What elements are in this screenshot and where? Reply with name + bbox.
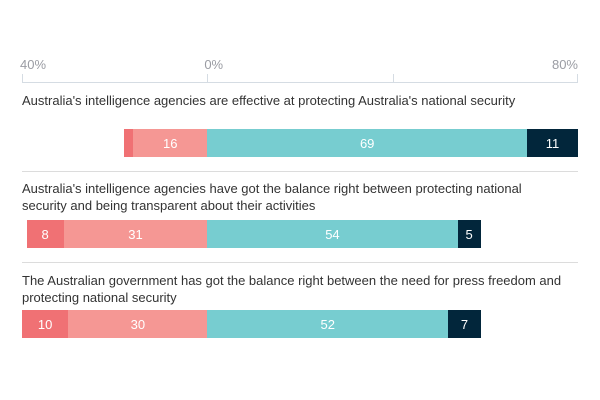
data-label: 7: [460, 316, 469, 332]
category-label: Australia's intelligence agencies have g…: [22, 181, 522, 213]
data-label: 5: [465, 226, 473, 242]
bar-segment: 16: [133, 129, 208, 157]
x-tick: [392, 74, 394, 83]
x-tick-label: 80%: [551, 57, 578, 72]
bar-segment: 5: [457, 220, 481, 248]
data-label: 69: [359, 135, 375, 151]
bar-segment: 10: [22, 310, 69, 338]
x-tick: [207, 74, 209, 83]
category-label: Australia's intelligence agencies are ef…: [22, 93, 516, 108]
axis-line: [22, 82, 578, 83]
row-divider: [22, 171, 578, 172]
data-label: 30: [130, 316, 146, 332]
x-tick: [22, 74, 23, 83]
data-label: 52: [320, 316, 336, 332]
bar-segment: [123, 129, 134, 157]
row-divider: [22, 262, 578, 263]
bar-segment: 52: [207, 310, 449, 338]
bar-segment: 7: [448, 310, 481, 338]
x-tick-label: 0%: [204, 57, 224, 72]
data-label: 10: [37, 316, 53, 332]
bar-segment: 31: [63, 220, 208, 248]
x-tick-label: 40%: [20, 57, 47, 72]
x-tick: [577, 74, 578, 83]
x-axis: 40% 0% 80%: [0, 0, 600, 90]
category-label: The Australian government has got the ba…: [22, 273, 562, 305]
bar-segment: 11: [527, 129, 578, 157]
data-label: 11: [545, 135, 560, 151]
data-label: 16: [163, 135, 178, 151]
data-label: 31: [128, 226, 143, 242]
bar-segment: 8: [26, 220, 64, 248]
bar-segment: 69: [207, 129, 528, 157]
data-label: 8: [41, 226, 49, 242]
bar-segment: 30: [68, 310, 208, 338]
bar-segment: 54: [207, 220, 458, 248]
data-label: 54: [325, 226, 340, 242]
